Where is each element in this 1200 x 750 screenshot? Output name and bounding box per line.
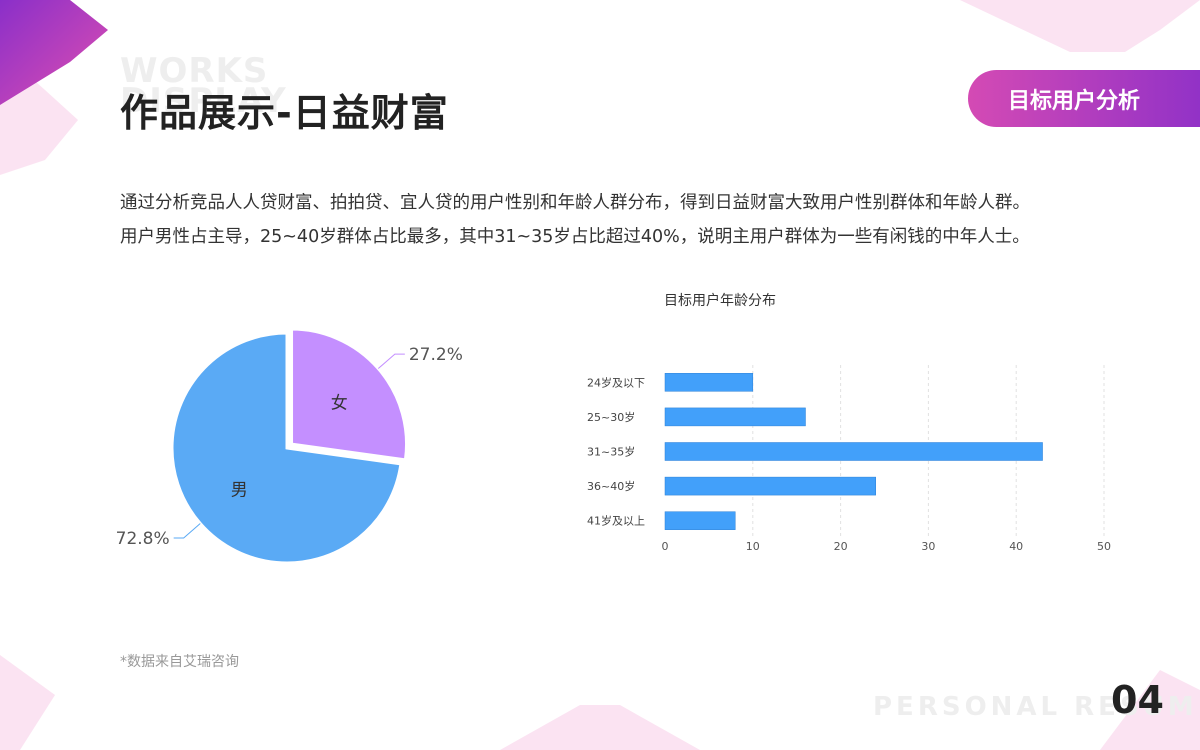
x-tick-label: 50 <box>1097 540 1111 553</box>
page-title: 作品展示-日益财富 <box>120 91 449 135</box>
bar <box>664 476 876 496</box>
x-tick-label: 10 <box>746 540 760 553</box>
corner-decoration-bottom-right <box>1100 670 1200 750</box>
pie-percent-label: 72.8% <box>116 529 170 549</box>
title-watermark: WORKS DISPLAY <box>120 51 287 121</box>
description-line-2: 用户男性占主导，25~40岁群体占比最多，其中31~35岁占比超过40%，说明主… <box>120 227 1030 247</box>
category-label: 36~40岁 <box>587 479 635 493</box>
footer-watermark: PERSONAL RESUME <box>873 692 1200 722</box>
age-bar-chart: 目标用户年龄分布 0 10 20 30 40 50 24岁及以下 25~30岁 31~35岁 36~… <box>587 292 1111 553</box>
pie-leader-line <box>173 523 201 539</box>
gender-pie-chart: 女 27.2% 男 72.8% <box>116 327 463 565</box>
bar <box>664 442 1043 461</box>
category-label: 41岁及以上 <box>587 514 645 528</box>
pie-slice-label: 男 <box>231 481 248 501</box>
description: 通过分析竞品人人贷财富、拍拍贷、宜人贷的用户性别和年龄人群分布，得到日益财富大致… <box>120 186 1190 254</box>
page-number: 04 <box>1111 678 1164 722</box>
bar-chart-title: 目标用户年龄分布 <box>664 292 776 309</box>
pie-slice-male <box>170 331 403 565</box>
bar <box>664 511 736 530</box>
category-label: 25~30岁 <box>587 410 635 424</box>
corner-decoration-bottom-center <box>500 705 700 750</box>
category-label: 24岁及以下 <box>587 375 645 389</box>
pie-percent-label: 27.2% <box>409 345 463 365</box>
corner-decoration-bottom-left <box>0 655 55 750</box>
title-group: WORKS DISPLAY 作品展示-日益财富 <box>120 51 540 136</box>
section-tag: 目标用户分析 <box>968 70 1200 127</box>
pie-slice-female <box>290 327 409 462</box>
data-source-note: *数据来自艾瑞咨询 <box>120 654 239 670</box>
x-tick-label: 0 <box>662 540 669 553</box>
description-line-1: 通过分析竞品人人贷财富、拍拍贷、宜人贷的用户性别和年龄人群分布，得到日益财富大致… <box>120 193 1030 213</box>
pie-slice-label: 女 <box>331 394 348 414</box>
category-label: 31~35岁 <box>587 445 635 459</box>
corner-decoration-top-right <box>960 0 1200 52</box>
corner-decoration-top-left <box>0 0 108 175</box>
x-tick-label: 40 <box>1009 540 1023 553</box>
bar <box>664 407 806 427</box>
x-tick-label: 20 <box>834 540 848 553</box>
bar <box>664 373 754 392</box>
x-tick-label: 30 <box>921 540 935 553</box>
pie-leader-line <box>377 353 405 369</box>
